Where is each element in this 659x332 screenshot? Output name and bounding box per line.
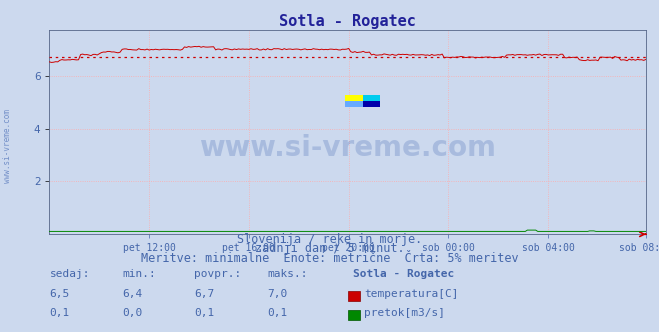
Text: povpr.:: povpr.: [194,269,242,279]
Text: zadnji dan / 5 minut.: zadnji dan / 5 minut. [254,242,405,255]
Text: 6,5: 6,5 [49,289,70,299]
Text: www.si-vreme.com: www.si-vreme.com [3,109,13,183]
Text: 6,7: 6,7 [194,289,215,299]
Text: Meritve: minimalne  Enote: metrične  Črta: 5% meritev: Meritve: minimalne Enote: metrične Črta:… [140,252,519,265]
Bar [362,101,380,108]
Bar [345,101,362,108]
Bar [345,95,362,101]
Text: 0,1: 0,1 [267,308,287,318]
Text: maks.:: maks.: [267,269,307,279]
Text: 0,1: 0,1 [194,308,215,318]
Text: www.si-vreme.com: www.si-vreme.com [199,134,496,162]
Title: Sotla - Rogatec: Sotla - Rogatec [279,14,416,29]
Text: Sotla - Rogatec: Sotla - Rogatec [353,269,454,279]
Text: sedaj:: sedaj: [49,269,90,279]
Text: Slovenija / reke in morje.: Slovenija / reke in morje. [237,233,422,246]
Text: 0,1: 0,1 [49,308,70,318]
Text: 0,0: 0,0 [122,308,142,318]
Text: 6,4: 6,4 [122,289,142,299]
Bar [362,95,380,101]
Text: 7,0: 7,0 [267,289,287,299]
Text: temperatura[C]: temperatura[C] [364,289,458,299]
Text: min.:: min.: [122,269,156,279]
Text: pretok[m3/s]: pretok[m3/s] [364,308,445,318]
